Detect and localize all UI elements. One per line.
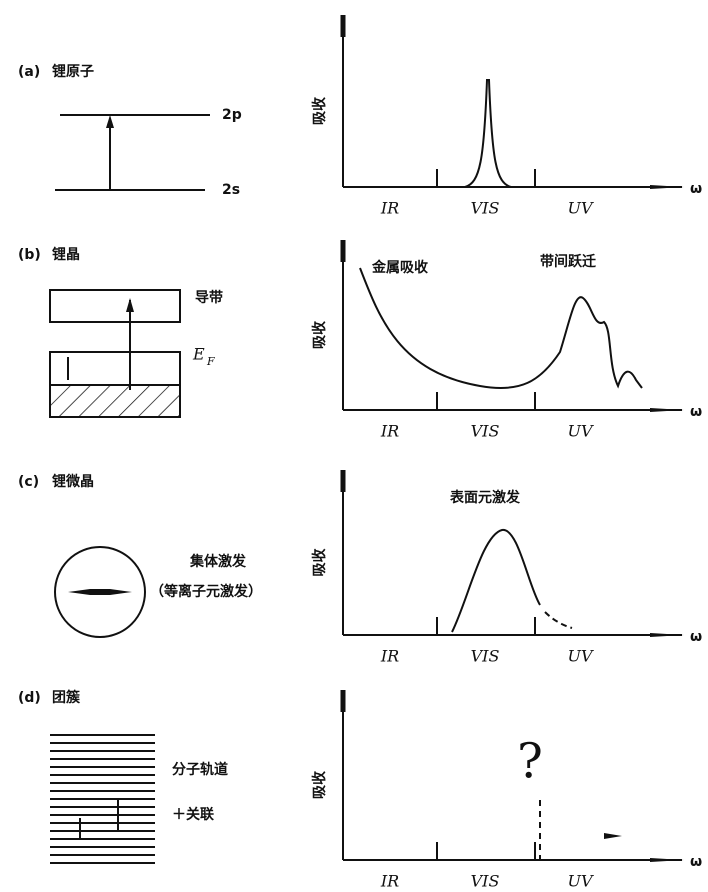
fermi-subscript: F bbox=[206, 355, 215, 368]
region-label: VIS bbox=[471, 422, 500, 441]
oscillation-arrow bbox=[68, 589, 132, 595]
particle bbox=[54, 546, 146, 638]
x-axis-arrow bbox=[650, 858, 684, 862]
x-axis-symbol: ω bbox=[690, 404, 702, 420]
x-axis-arrow bbox=[650, 408, 684, 412]
region-label: VIS bbox=[471, 647, 500, 666]
y-axis-label: 吸收 bbox=[311, 96, 328, 125]
y-axis-label: 吸收 bbox=[311, 770, 328, 799]
absorption-curve bbox=[464, 79, 512, 188]
panel-title: 锂微晶 bbox=[52, 473, 94, 490]
fermi-label: E bbox=[192, 345, 205, 364]
mark bbox=[604, 833, 622, 839]
region-label: IR bbox=[380, 422, 399, 441]
annotation: 表面元激发 bbox=[449, 489, 521, 506]
panel-tag: (a) bbox=[18, 64, 40, 80]
x-axis-symbol: ω bbox=[690, 854, 702, 870]
panel-tag: (b) bbox=[18, 247, 41, 263]
region-label: IR bbox=[380, 647, 399, 666]
band-label: 导带 bbox=[195, 290, 223, 306]
annotation: 带间跃迁 bbox=[540, 253, 596, 270]
region-label: IR bbox=[380, 872, 399, 891]
orbital-levels bbox=[50, 734, 155, 864]
annotation: 金属吸收 bbox=[371, 259, 429, 276]
arrow-head bbox=[126, 298, 134, 312]
x-axis-symbol: ω bbox=[690, 181, 702, 197]
region-label: UV bbox=[567, 647, 593, 666]
mode-label: （等离子元激发） bbox=[150, 583, 262, 600]
region-label: VIS bbox=[471, 199, 500, 218]
x-axis-symbol: ω bbox=[690, 629, 702, 645]
region-label: UV bbox=[567, 422, 593, 441]
panel-title: 团簇 bbox=[52, 689, 81, 706]
arrow-head bbox=[106, 115, 114, 128]
region-label: UV bbox=[567, 872, 593, 891]
absorption-curve-tail bbox=[544, 611, 573, 629]
mode-label: 分子轨道 bbox=[172, 761, 228, 778]
absorption-curve bbox=[359, 267, 643, 390]
level-label: 2p bbox=[222, 107, 242, 123]
y-axis-label: 吸收 bbox=[311, 548, 328, 577]
filled-band bbox=[50, 385, 180, 417]
x-axis-arrow bbox=[650, 633, 684, 637]
x-axis-arrow bbox=[650, 185, 684, 189]
conduction-band bbox=[49, 289, 181, 323]
y-axis-label: 吸收 bbox=[311, 320, 328, 349]
region-label: UV bbox=[567, 199, 593, 218]
region-label: IR bbox=[380, 199, 399, 218]
level-label: 2s bbox=[222, 182, 240, 198]
absorption-curve bbox=[451, 529, 541, 633]
question-mark: ? bbox=[517, 734, 543, 790]
mode-label: 集体激发 bbox=[189, 553, 247, 570]
panel-tag: (d) bbox=[18, 690, 41, 706]
panel-title: 锂原子 bbox=[52, 63, 94, 80]
panel-tag: (c) bbox=[18, 474, 39, 490]
panel-title: 锂晶 bbox=[52, 246, 80, 263]
mode-label: ＋关联 bbox=[172, 806, 215, 823]
region-label: VIS bbox=[471, 872, 500, 891]
